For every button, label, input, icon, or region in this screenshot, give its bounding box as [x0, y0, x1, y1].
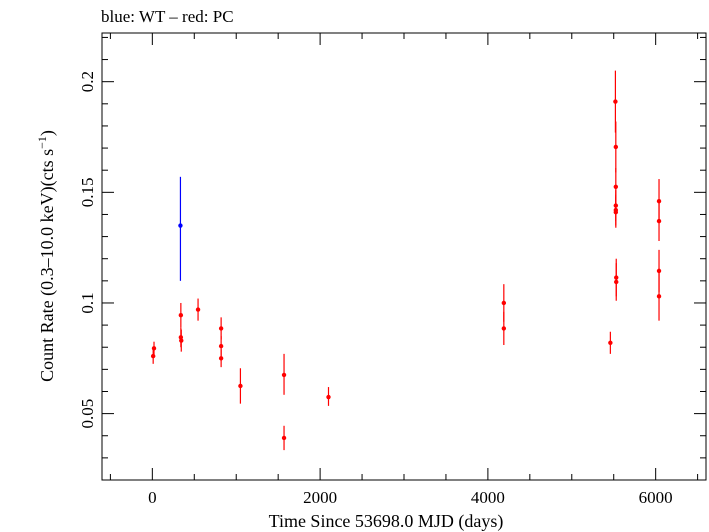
data-point	[281, 435, 287, 441]
y-tick-label: 0.2	[78, 71, 97, 92]
data-point	[281, 372, 287, 378]
x-axis-ticks	[109, 33, 699, 480]
x-tick-label: 0	[148, 488, 157, 507]
y-axis-label: Count Rate (0.3–10.0 keV)(cts s−1)	[35, 130, 58, 382]
x-tick-label: 4000	[471, 488, 505, 507]
x-axis-label: Time Since 53698.0 MJD (days)	[269, 511, 504, 532]
data-point	[218, 343, 224, 349]
x-axis-tick-labels: 0 2000 4000 6000	[148, 488, 673, 507]
y-tick-label: 0.1	[78, 292, 97, 313]
y-tick-label: 0.15	[78, 177, 97, 207]
chart-title: blue: WT – red: PC	[101, 7, 234, 26]
data-point	[613, 210, 619, 215]
data-point	[613, 184, 619, 189]
data-point	[501, 326, 507, 331]
x-tick-label: 2000	[303, 488, 337, 507]
data-point	[656, 218, 662, 224]
data-point	[656, 294, 662, 299]
data-point	[613, 99, 618, 104]
y-tick-label: 0.05	[78, 399, 97, 429]
y-axis-label-close: )	[37, 130, 58, 136]
data-point	[150, 353, 156, 359]
data-point	[614, 279, 619, 285]
data-point	[501, 300, 507, 306]
y-axis-label-main: Count Rate (0.3–10.0 keV)(cts s	[37, 149, 58, 382]
data-point	[179, 338, 184, 343]
data-point	[178, 312, 184, 318]
y-axis-ticks	[102, 36, 706, 459]
data-point	[151, 346, 157, 351]
data-point	[218, 326, 224, 331]
data-point	[195, 307, 201, 312]
data-point	[656, 268, 662, 274]
data-point	[613, 144, 619, 150]
x-tick-label: 6000	[639, 488, 673, 507]
data-point	[608, 340, 613, 346]
data-point	[238, 383, 243, 389]
data-point	[326, 394, 331, 400]
y-axis-label-exponent: −1	[35, 136, 49, 149]
y-axis-tick-labels: 0.05 0.1 0.15 0.2	[78, 71, 97, 428]
data-point	[178, 223, 183, 228]
data-point	[218, 356, 224, 361]
data-points	[150, 70, 662, 451]
